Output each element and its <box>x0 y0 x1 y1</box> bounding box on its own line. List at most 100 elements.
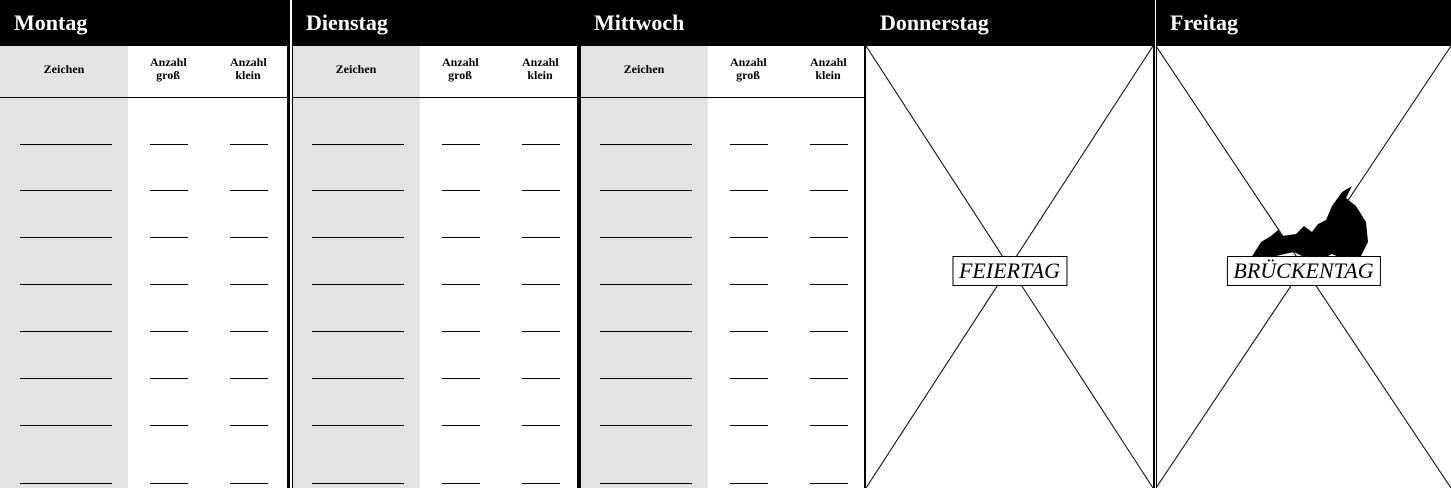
header-rule <box>580 97 865 98</box>
blank-line <box>312 284 404 285</box>
blank-line <box>20 190 112 191</box>
blank-line <box>522 237 560 238</box>
blank-line <box>150 331 188 332</box>
blank-line <box>312 378 404 379</box>
blank-line <box>312 144 404 145</box>
blank-line <box>600 483 692 484</box>
blank-line <box>20 331 112 332</box>
column-separator <box>1153 0 1155 488</box>
day-column: Zeichen Anzahl groß Anzahl klein Dienstag <box>292 0 577 488</box>
blank-line <box>442 144 480 145</box>
day-title: Montag <box>0 0 287 46</box>
blank-line <box>230 237 268 238</box>
blank-line <box>730 190 768 191</box>
blank-line <box>312 237 404 238</box>
column-separator <box>292 0 293 488</box>
blank-line <box>230 425 268 426</box>
column-header: Anzahl klein <box>522 55 559 82</box>
blank-line <box>312 425 404 426</box>
blank-line <box>522 331 560 332</box>
blank-line <box>730 425 768 426</box>
blank-line <box>522 144 560 145</box>
day-title: Donnerstag <box>866 0 1153 46</box>
day-title: Mittwoch <box>580 0 865 46</box>
day-title: Dienstag <box>292 0 577 46</box>
column-separator <box>864 0 866 488</box>
shaded-column <box>0 46 128 488</box>
column-header: Anzahl klein <box>810 55 847 82</box>
header-rule <box>292 97 577 98</box>
blank-line <box>600 284 692 285</box>
column-separator <box>1156 0 1157 488</box>
shaded-column <box>292 46 420 488</box>
column-header: Zeichen <box>623 62 665 76</box>
blank-line <box>442 483 480 484</box>
blank-line <box>600 331 692 332</box>
column-separator <box>580 0 581 488</box>
column-header: Anzahl klein <box>230 55 267 82</box>
blank-line <box>150 284 188 285</box>
day-column: Zeichen Anzahl groß Anzahl klein Mittwoch <box>580 0 865 488</box>
blank-line <box>442 237 480 238</box>
blank-line <box>230 331 268 332</box>
column-header: Zeichen <box>335 62 377 76</box>
day-column: Zeichen Anzahl groß Anzahl klein Montag <box>0 0 287 488</box>
blank-line <box>522 284 560 285</box>
blank-line <box>810 284 848 285</box>
blank-line <box>600 144 692 145</box>
blank-line <box>522 425 560 426</box>
column-header: Anzahl groß <box>150 55 187 82</box>
shaded-column <box>580 46 708 488</box>
fox-icon <box>1251 186 1368 260</box>
blank-line <box>810 190 848 191</box>
blank-line <box>230 190 268 191</box>
blank-line <box>522 483 560 484</box>
blank-line <box>730 331 768 332</box>
blank-line <box>600 378 692 379</box>
blank-line <box>522 190 560 191</box>
day-column: BRÜCKENTAG Freitag <box>1156 0 1451 488</box>
blank-line <box>230 483 268 484</box>
blank-line <box>810 425 848 426</box>
day-label: FEIERTAG <box>951 256 1068 286</box>
blank-line <box>600 237 692 238</box>
blank-line <box>730 144 768 145</box>
blank-line <box>150 190 188 191</box>
day-column: FEIERTAG Donnerstag <box>866 0 1153 488</box>
blank-line <box>150 425 188 426</box>
blank-line <box>442 425 480 426</box>
blank-line <box>150 378 188 379</box>
blank-line <box>730 237 768 238</box>
blank-line <box>20 237 112 238</box>
blank-line <box>730 378 768 379</box>
blank-line <box>150 237 188 238</box>
blank-line <box>600 190 692 191</box>
blank-line <box>442 190 480 191</box>
day-label: BRÜCKENTAG <box>1226 256 1381 286</box>
blank-line <box>810 378 848 379</box>
blank-line <box>20 425 112 426</box>
column-header: Anzahl groß <box>730 55 767 82</box>
blank-line <box>312 483 404 484</box>
blank-line <box>810 144 848 145</box>
blank-line <box>230 378 268 379</box>
blank-line <box>442 378 480 379</box>
blank-line <box>810 331 848 332</box>
blank-line <box>600 425 692 426</box>
blank-line <box>522 378 560 379</box>
blank-line <box>810 237 848 238</box>
blank-line <box>20 144 112 145</box>
blank-line <box>20 284 112 285</box>
blank-line <box>230 144 268 145</box>
column-separator <box>287 0 290 488</box>
blank-line <box>312 190 404 191</box>
blank-line <box>730 284 768 285</box>
blank-line <box>20 483 112 484</box>
blank-line <box>810 483 848 484</box>
column-header: Anzahl groß <box>442 55 479 82</box>
column-separator <box>577 0 580 488</box>
column-header: Zeichen <box>43 62 85 76</box>
blank-line <box>20 378 112 379</box>
blank-line <box>730 483 768 484</box>
